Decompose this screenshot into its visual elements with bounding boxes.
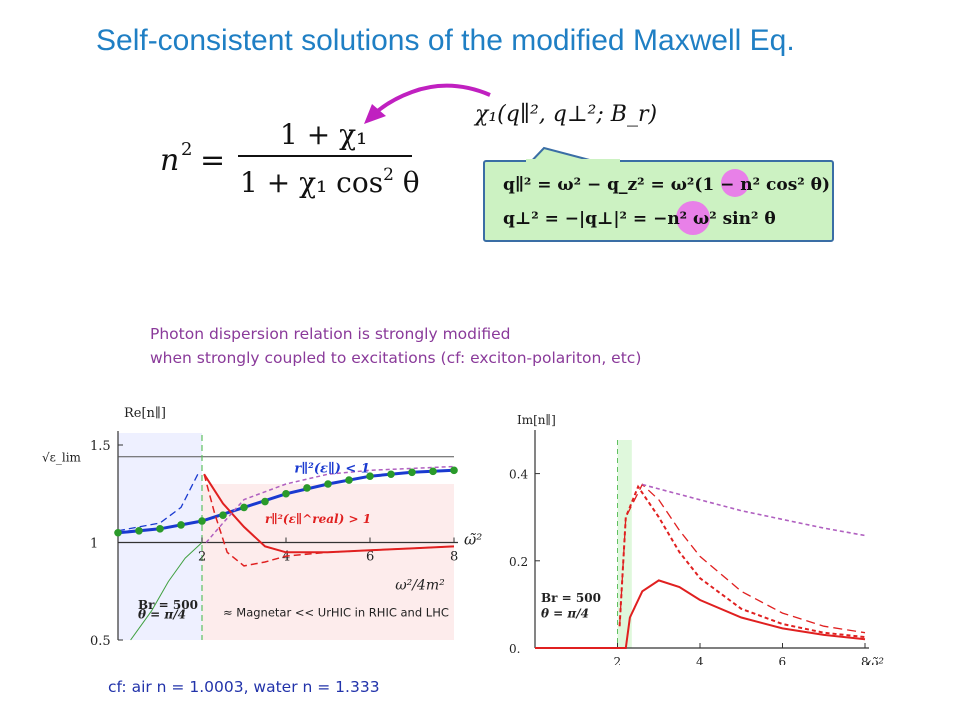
param-br: Br = 500	[541, 591, 601, 605]
x-tick-label: 6	[779, 655, 787, 665]
series-line-dashed-red-long	[618, 483, 866, 634]
data-point	[114, 528, 122, 537]
region-blue	[118, 433, 202, 640]
omega-label: ω²/4m²	[395, 577, 445, 593]
data-point	[135, 527, 143, 535]
data-point	[240, 503, 248, 512]
data-point	[429, 467, 437, 476]
series-line-dashed-blue	[117, 473, 199, 532]
equation-lhs-exponent: 2	[181, 139, 192, 160]
series-line-dashed-purple	[205, 465, 455, 543]
equation-denominator: 1 + χ₁ cos2 θ	[240, 165, 420, 199]
data-point	[366, 472, 374, 480]
callout-joint	[526, 159, 620, 163]
cf-note: cf: air n = 1.0003, water n = 1.333	[108, 678, 380, 696]
x-tick-label: 8	[861, 655, 869, 665]
y-tick-label: 1	[90, 537, 98, 552]
y-tick-label: 0.5	[90, 634, 111, 649]
main-equation: n 2 = 1 + χ₁ 1 + χ₁ cos2 θ	[160, 118, 420, 199]
x-axis-label: ω̃²	[867, 656, 884, 665]
equation-lhs: n	[160, 143, 179, 178]
data-point	[303, 484, 311, 492]
y-tick-label: 0.2	[509, 555, 528, 569]
y-tick-label: 1.5	[90, 439, 111, 454]
data-point	[198, 517, 206, 525]
data-point	[156, 525, 164, 533]
data-point	[324, 480, 332, 488]
y-tick-label: 0.	[509, 642, 520, 656]
data-point	[387, 470, 395, 479]
x-tick-label: 4	[282, 550, 290, 565]
data-point	[261, 497, 269, 506]
x-tick-label: 4	[696, 655, 704, 665]
param-br: Br = 500	[138, 598, 198, 612]
param-theta: θ = π/4	[138, 608, 186, 622]
series-line-dashed-red-short	[618, 484, 866, 639]
chi-label: χ₁(q∥², q⊥²; B_r)	[473, 102, 657, 127]
left-chart: 1.5 1 0.5 2 4 6 8 Re[n∥] √ε_lim ω̃² r∥²(ε∥) < 1 r∥²…	[42, 406, 482, 649]
highlight-circle	[676, 201, 710, 235]
arrow-curve	[364, 83, 491, 124]
highlight-circle	[721, 169, 749, 197]
equation-equals: =	[200, 143, 225, 178]
sqrt-label: √ε_lim	[42, 451, 82, 465]
photon-note: Photon dispersion relation is strongly m…	[150, 322, 641, 370]
series-line-green-thin	[130, 542, 203, 641]
photon-note-line-1: Photon dispersion relation is strongly m…	[150, 325, 511, 343]
slide-title: Self-consistent solutions of the modifie…	[96, 24, 795, 57]
formula-box: q∥² = ω² − q_z² = ω²(1 − n² cos² θ) q⊥² …	[483, 160, 834, 242]
y-axis-label: Im[n∥]	[517, 413, 556, 427]
formula-line-2: q⊥² = −|q⊥|² = −n² ω² sin² θ	[503, 209, 776, 229]
x-tick-label: 6	[366, 550, 374, 565]
formula-line-1: q∥² = ω² − q_z² = ω²(1 − n² cos² θ)	[503, 175, 830, 195]
formula-box-content: q∥² = ω² − q_z² = ω²(1 − n² cos² θ) q⊥² …	[503, 169, 830, 235]
data-point	[450, 466, 458, 475]
label-blue: r∥²(ε∥) < 1	[294, 461, 370, 476]
series-line-dashed-red	[203, 474, 455, 567]
data-point	[345, 476, 353, 484]
param-theta: θ = π/4	[541, 606, 589, 620]
x-tick-label: 2	[198, 550, 206, 565]
y-tick-label: 0.4	[509, 468, 528, 482]
svg-text:χ₁(q∥², q⊥²; B_r): χ₁(q∥², q⊥²; B_r)	[473, 102, 657, 127]
x-tick-label: 8	[450, 550, 458, 565]
magnetar-note: ≈ Magnetar << UrHIC in RHIC and LHC	[223, 606, 449, 620]
equation-numerator: 1 + χ₁	[280, 118, 367, 151]
data-point	[408, 468, 416, 477]
x-axis-label: ω̃²	[464, 531, 482, 549]
series-line-dashed-purple	[642, 483, 866, 537]
y-axis-label: Re[n∥]	[124, 406, 166, 421]
data-point	[219, 511, 227, 519]
x-tick-label: 2	[614, 655, 622, 665]
data-point	[177, 521, 185, 529]
photon-note-line-2: when strongly coupled to excitations (cf…	[150, 349, 642, 367]
series-line-solid-red	[535, 579, 866, 649]
label-red: r∥²(ε∥^real) > 1	[265, 512, 371, 526]
data-point	[282, 489, 290, 498]
